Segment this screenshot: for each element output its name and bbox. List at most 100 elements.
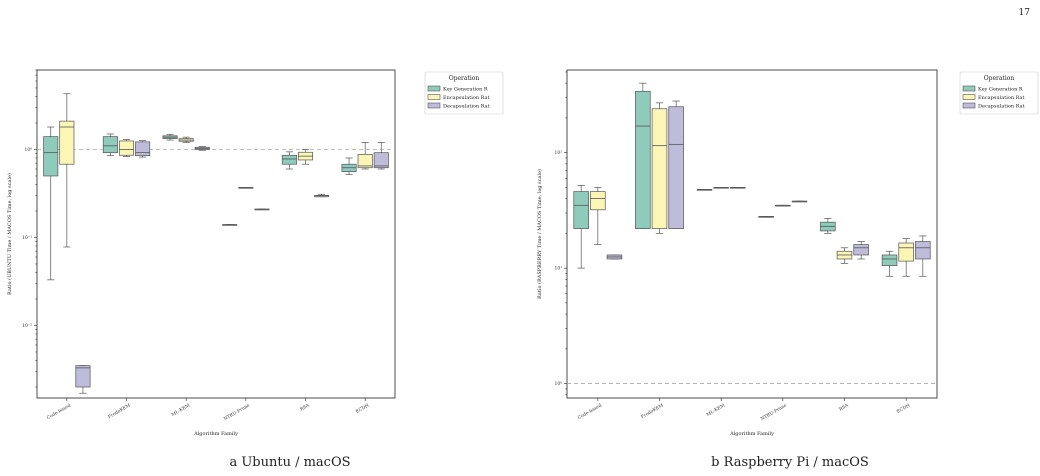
raspberry-x-tick-label: ML-KEM (706, 402, 727, 418)
ubuntu-plot-frame (36, 69, 396, 399)
ubuntu-box-encaps (238, 187, 254, 189)
iqr-box (75, 365, 91, 388)
raspberry-legend-entry: Key Generation R (978, 87, 1023, 93)
iqr-box (635, 90, 651, 229)
iqr-box (898, 242, 914, 262)
raspberry-y-tick-label: 10¹ (554, 266, 562, 272)
ubuntu-box-encaps (297, 149, 314, 165)
ubuntu-x-tick-label: Code-based (46, 402, 72, 421)
ubuntu-box-keygen (102, 133, 118, 157)
caption-ubuntu-macos: a Ubuntu / macOS (229, 455, 351, 470)
raspberry-x-tick-label: FrodoKEM (640, 402, 665, 420)
ubuntu-x-tick-label: ML-KEM (171, 402, 192, 418)
page-number: 17 (1018, 8, 1030, 18)
raspberry-plot-frame (566, 69, 938, 399)
ubuntu-box-decaps (194, 146, 210, 151)
ubuntu-box-encaps (118, 139, 135, 157)
raspberry-legend-swatch (962, 85, 976, 92)
iqr-box (59, 120, 75, 165)
iqr-box (853, 244, 869, 256)
raspberry-box-encaps (775, 204, 791, 207)
ubuntu-box-keygen (222, 224, 238, 226)
ubuntu-box-encaps (59, 93, 75, 248)
raspberry-y-axis-label: Ratio (RASPBERRY Time / MACOS Time, log … (536, 169, 543, 299)
raspberry-legend-frame (959, 71, 1039, 115)
iqr-box (281, 154, 297, 165)
iqr-box (590, 191, 606, 211)
ubuntu-box-decaps (254, 208, 270, 211)
raspberry-x-axis-label: Algorithm Family (729, 431, 774, 437)
ubuntu-box-keygen (341, 157, 357, 175)
raspberry-box-decaps (606, 254, 623, 260)
ubuntu-box-encaps (357, 142, 373, 170)
raspberry-box-decaps (791, 200, 808, 203)
raspberry-box-decaps (668, 100, 684, 229)
iqr-box (373, 152, 389, 169)
raspberry-box-keygen (573, 185, 589, 269)
raspberry-box-encaps (590, 187, 606, 245)
ubuntu-legend: Operation Key Generation R Encapsulation R… (424, 71, 504, 115)
iqr-box (357, 154, 373, 169)
ubuntu-y-tick-label: 10⁰ (24, 147, 32, 153)
raspberry-legend-entry: Encapsulation Rat (978, 95, 1025, 101)
raspberry-y-tick-label: 10⁰ (554, 381, 562, 387)
caption-raspberry-macos: b Raspberry Pi / macOS (711, 455, 869, 470)
iqr-box (43, 136, 59, 177)
ubuntu-box-decaps (75, 365, 91, 394)
ubuntu-x-tick-label: NTRU-Prime (223, 402, 252, 422)
iqr-box (915, 241, 931, 260)
raspberry-box-encaps (713, 187, 729, 189)
raspberry-chart-group: 10⁰ 10¹ 10² Ratio (RASPBERRY Time / MACOS T… (536, 69, 1039, 437)
ubuntu-legend-entry: Key Generation R (443, 87, 488, 93)
ubuntu-box-encaps (178, 136, 194, 143)
ubuntu-x-axis-label: Algorithm Family (193, 431, 238, 437)
raspberry-box-decaps (853, 241, 869, 260)
raspberry-box-encaps (898, 238, 914, 277)
raspberry-legend-title: Operation (984, 75, 1015, 82)
raspberry-legend-swatch (962, 94, 976, 100)
ubuntu-x-tick-label: RSA (299, 402, 311, 412)
ubuntu-box-decaps (314, 193, 330, 198)
iqr-box (102, 136, 118, 154)
raspberry-legend-swatch (962, 102, 976, 109)
raspberry-x-tick-label: ECDH (896, 403, 911, 415)
ubuntu-box-decaps (373, 142, 389, 170)
iqr-box (881, 254, 898, 267)
ubuntu-box-keygen (162, 134, 178, 141)
raspberry-x-tick-label: Code-based (577, 402, 603, 421)
raspberry-box-decaps (915, 235, 931, 277)
ubuntu-box-keygen (43, 126, 59, 281)
ubuntu-legend-swatch (427, 85, 441, 92)
iqr-box (573, 191, 589, 229)
raspberry-box-keygen (820, 217, 836, 234)
raspberry-box-encaps (836, 247, 853, 264)
iqr-box (668, 106, 684, 229)
ubuntu-y-axis-label: Ratio (UBUNTU Time / MACOS Time, log sca… (6, 173, 13, 295)
ubuntu-y-tick-label: 10⁻² (22, 323, 32, 329)
iqr-box (118, 140, 135, 156)
ubuntu-x-tick-label: FrodoKEM (107, 402, 132, 420)
raspberry-box-keygen (635, 82, 651, 229)
ubuntu-legend-entry: Encapsulation Rat (443, 95, 490, 101)
raspberry-box-keygen (881, 250, 898, 277)
ubuntu-chart-group: 10⁻² 10⁻¹ 10⁰ Ratio (UBUNTU Time / MACOS Ti… (6, 69, 504, 437)
ubuntu-legend-entry: Decapsulation Rat (443, 104, 490, 110)
ubuntu-box-decaps (135, 140, 151, 158)
ubuntu-legend-frame (424, 71, 504, 115)
raspberry-legend-entry: Decapsulation Rat (978, 104, 1025, 110)
ubuntu-legend-swatch (427, 102, 441, 109)
ubuntu-legend-title: Operation (449, 75, 480, 82)
raspberry-x-tick-label: RSA (838, 402, 850, 412)
raspberry-x-tick-label: NTRU-Prime (760, 402, 789, 422)
raspberry-legend: Operation Key Generation R Encapsulation R… (959, 71, 1039, 115)
raspberry-box-decaps (730, 187, 746, 189)
raspberry-box-encaps (651, 102, 668, 234)
raspberry-box-keygen (696, 189, 713, 191)
iqr-box (135, 141, 151, 157)
ubuntu-y-tick-label: 10⁻¹ (22, 235, 32, 241)
ubuntu-x-tick-label: ECDH (355, 403, 370, 415)
raspberry-box-keygen (758, 216, 774, 218)
raspberry-y-tick-label: 10² (554, 150, 562, 156)
ubuntu-legend-swatch (427, 94, 441, 100)
